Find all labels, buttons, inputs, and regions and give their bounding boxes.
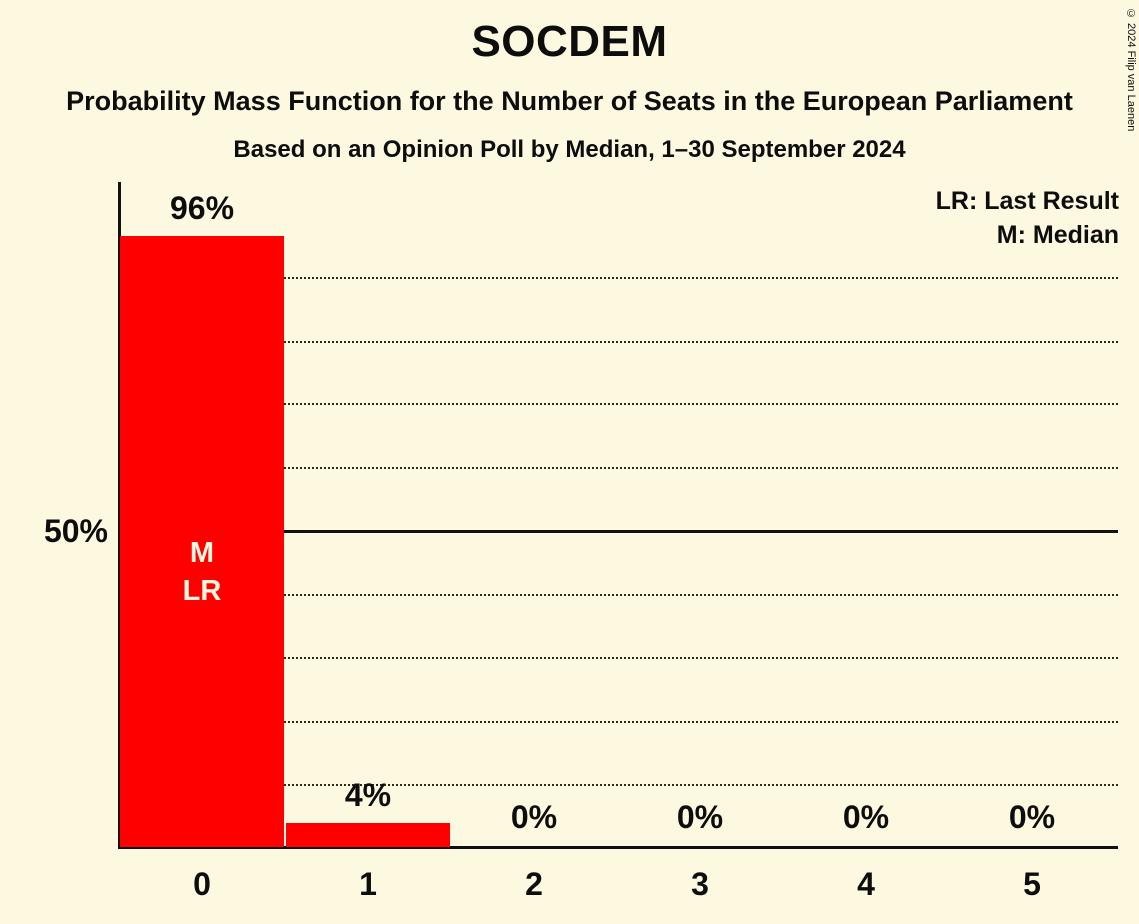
gridline-70 bbox=[121, 403, 1118, 405]
bar-4-value-label: 0% bbox=[842, 799, 890, 835]
gridline-50-major bbox=[121, 530, 1118, 533]
bar-0-value-label: 96% bbox=[169, 190, 235, 226]
bar-1-value-label: 4% bbox=[344, 777, 392, 813]
x-axis-line bbox=[118, 846, 1118, 849]
x-tick-1: 1 bbox=[359, 866, 377, 902]
chart-source-line: Based on an Opinion Poll by Median, 1–30… bbox=[233, 136, 906, 163]
gridline-90 bbox=[121, 277, 1118, 279]
bar-slot-1: 4% bbox=[285, 182, 451, 847]
x-tick-0: 0 bbox=[193, 866, 211, 902]
gridline-40 bbox=[121, 594, 1118, 596]
bar-0-markers: M LR bbox=[120, 534, 284, 611]
gridline-30 bbox=[121, 657, 1118, 659]
x-tick-4: 4 bbox=[857, 866, 875, 902]
bar-slot-5: 0% bbox=[949, 182, 1115, 847]
x-tick-5: 5 bbox=[1023, 866, 1041, 902]
chart-subtitle: Probability Mass Function for the Number… bbox=[66, 86, 1073, 116]
y-axis-line bbox=[118, 182, 121, 848]
x-tick-3: 3 bbox=[691, 866, 709, 902]
bar-slot-0: M LR 96% bbox=[119, 182, 285, 847]
bar-1[interactable] bbox=[286, 823, 450, 847]
gridline-10 bbox=[121, 784, 1118, 786]
copyright-notice: © 2024 Filip van Laenen bbox=[1125, 8, 1137, 132]
bar-3-value-label: 0% bbox=[676, 799, 724, 835]
x-tick-2: 2 bbox=[525, 866, 543, 902]
gridline-80 bbox=[121, 341, 1118, 343]
plot-area: M LR 96% 4% 0% 0% bbox=[118, 182, 1118, 849]
chart-legend: LR: Last Result M: Median bbox=[936, 185, 1119, 253]
bar-0[interactable]: M LR bbox=[120, 236, 284, 847]
last-result-marker: LR bbox=[182, 575, 222, 608]
gridline-60 bbox=[121, 467, 1118, 469]
page-title: SOCDEM bbox=[471, 17, 668, 66]
bar-5-value-label: 0% bbox=[1008, 799, 1056, 835]
gridline-20 bbox=[121, 721, 1118, 723]
bar-slot-4: 0% bbox=[783, 182, 949, 847]
legend-item-last-result: LR: Last Result bbox=[935, 187, 1119, 215]
bar-series: M LR 96% 4% 0% 0% bbox=[119, 182, 1118, 848]
median-marker: M bbox=[189, 537, 215, 569]
bar-slot-2: 0% bbox=[451, 182, 617, 847]
legend-item-median: M: Median bbox=[996, 220, 1119, 249]
bar-2-value-label: 0% bbox=[510, 799, 558, 835]
y-axis-tick-50: 50% bbox=[43, 513, 108, 549]
bar-slot-3: 0% bbox=[617, 182, 783, 847]
